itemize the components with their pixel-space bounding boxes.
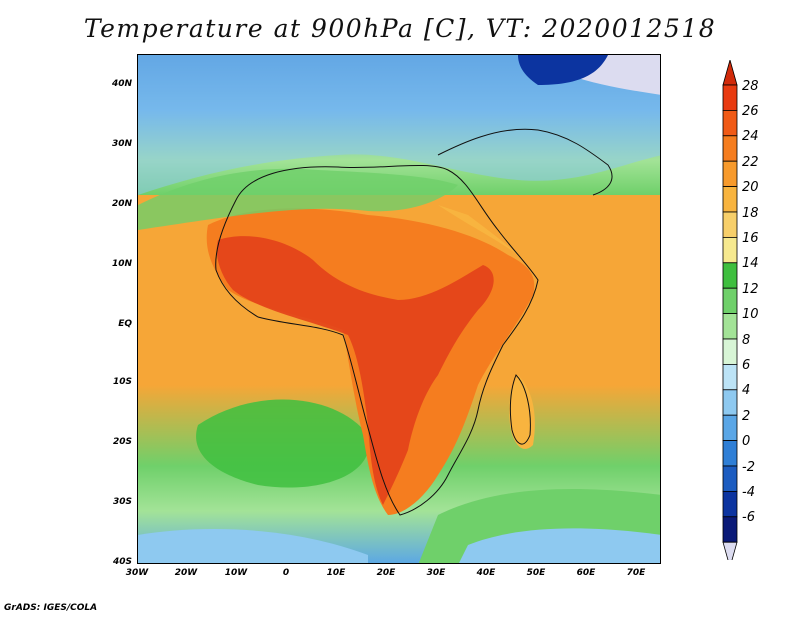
colorbar-label-8: 8 bbox=[742, 333, 751, 348]
colorbar-label-20: 20 bbox=[742, 180, 759, 195]
colorbar-segment bbox=[722, 236, 738, 264]
colorbar-segment bbox=[722, 135, 738, 162]
lon-label-10e: 10E bbox=[326, 568, 346, 578]
madagascar-coastline bbox=[509, 374, 531, 445]
colorbar-top-arrow bbox=[722, 60, 738, 86]
colorbar-label-12: 12 bbox=[742, 282, 759, 297]
lat-label-eq: EQ bbox=[118, 319, 132, 329]
colorbar-label-2: 2 bbox=[742, 409, 751, 424]
lat-label-20s: 20S bbox=[112, 437, 132, 447]
colorbar-label-4: 4 bbox=[742, 383, 751, 398]
colorbar-segment bbox=[722, 211, 738, 238]
colorbar-label-16: 16 bbox=[742, 231, 759, 246]
footer-credit: GrADS: IGES/COLA bbox=[4, 603, 98, 613]
colorbar-segment bbox=[722, 465, 738, 492]
colorbar-label-28: 28 bbox=[742, 79, 759, 94]
southwest-blue bbox=[138, 529, 368, 563]
lon-label-20w: 20W bbox=[174, 568, 198, 578]
lat-label-20n: 20N bbox=[111, 199, 132, 209]
colorbar-segment bbox=[722, 363, 738, 391]
lon-label-70e: 70E bbox=[626, 568, 646, 578]
coldest-region bbox=[518, 55, 608, 85]
lon-label-30w: 30W bbox=[125, 568, 149, 578]
eurasia-coastline bbox=[437, 128, 613, 196]
lon-label-20e: 20E bbox=[376, 568, 396, 578]
lat-label-40n: 40N bbox=[111, 79, 132, 89]
arabia-warm bbox=[438, 205, 518, 255]
lon-label-30e: 30E bbox=[426, 568, 446, 578]
colorbar-bottom-arrow bbox=[722, 541, 738, 560]
colorbar-segment bbox=[722, 84, 738, 111]
colorbar-segment bbox=[722, 313, 738, 340]
sahara-green-belt bbox=[138, 168, 458, 230]
lon-label-40e: 40E bbox=[476, 568, 496, 578]
colorbar-segment bbox=[722, 440, 738, 467]
lon-label-50e: 50E bbox=[526, 568, 546, 578]
temperature-map bbox=[137, 54, 661, 564]
lat-label-10n: 10N bbox=[111, 259, 132, 269]
colorbar-segment bbox=[722, 186, 738, 213]
africa-coastline bbox=[215, 164, 539, 516]
lon-label-10w: 10W bbox=[224, 568, 248, 578]
colorbar-label-22: 22 bbox=[742, 155, 759, 170]
south-atlantic-green bbox=[196, 399, 370, 488]
colorbar-label-10: 10 bbox=[742, 307, 759, 322]
chart-title: Temperature at 900hPa [C], VT: 202001251… bbox=[83, 14, 717, 43]
map-canvas bbox=[138, 55, 660, 563]
africa-hot-region bbox=[216, 236, 494, 505]
colorbar-segment bbox=[722, 516, 738, 543]
colorbar bbox=[722, 60, 738, 560]
madagascar-region bbox=[509, 375, 535, 449]
lon-label-60e: 60E bbox=[576, 568, 596, 578]
colorbar-label-m6: -6 bbox=[742, 510, 755, 525]
colorbar-segment bbox=[722, 262, 738, 289]
colorbar-segment bbox=[722, 490, 738, 518]
lat-label-10s: 10S bbox=[112, 377, 132, 387]
colorbar-segment bbox=[722, 389, 738, 416]
colorbar-label-m4: -4 bbox=[742, 485, 755, 500]
colorbar-segment bbox=[722, 110, 738, 137]
colorbar-label-m2: -2 bbox=[742, 460, 755, 475]
north-cool-region bbox=[138, 55, 660, 195]
south-indian-blue bbox=[459, 528, 660, 563]
colorbar-label-18: 18 bbox=[742, 206, 759, 221]
colorbar-label-26: 26 bbox=[742, 104, 759, 119]
lat-label-30n: 30N bbox=[111, 139, 132, 149]
colorbar-segment bbox=[722, 338, 738, 365]
lat-label-30s: 30S bbox=[112, 497, 132, 507]
colorbar-label-14: 14 bbox=[742, 256, 759, 271]
colorbar-label-6: 6 bbox=[742, 358, 751, 373]
lon-label-0: 0 bbox=[282, 568, 290, 578]
colorbar-segment bbox=[722, 160, 738, 187]
lat-label-40s: 40S bbox=[112, 557, 132, 567]
colorbar-label-0: 0 bbox=[742, 434, 751, 449]
colorbar-segment bbox=[722, 287, 738, 314]
colorbar-label-24: 24 bbox=[742, 129, 759, 144]
colorbar-segment bbox=[722, 414, 738, 442]
